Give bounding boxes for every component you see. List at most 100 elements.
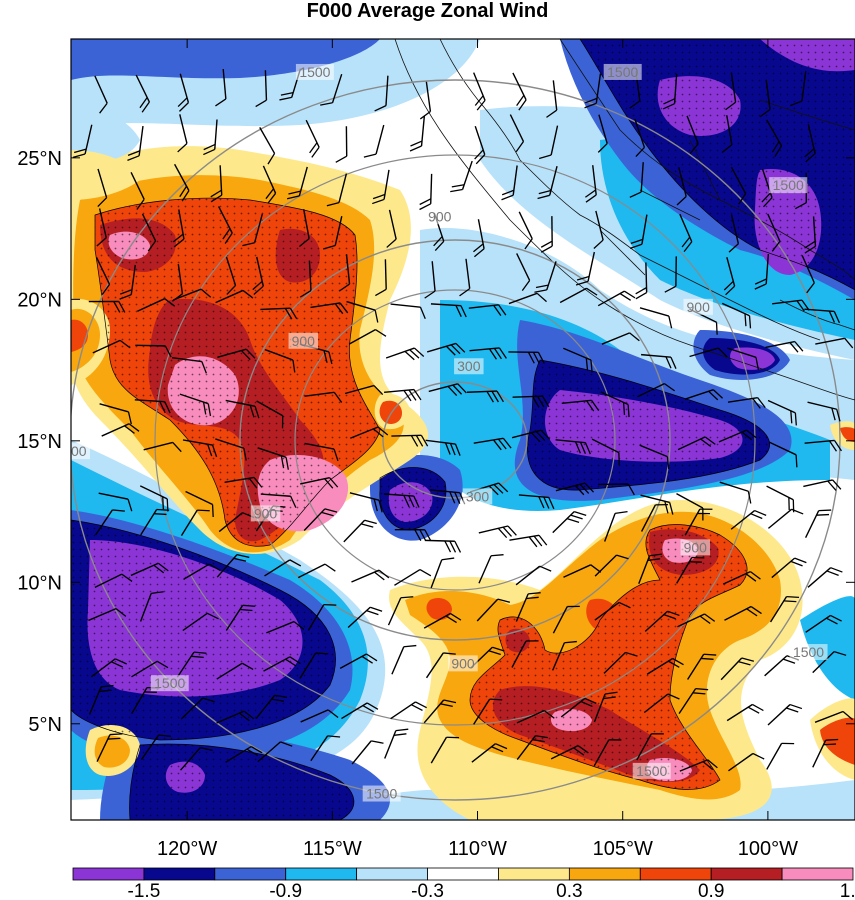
- range-ring-label: 900: [254, 505, 278, 521]
- wind-barb: [559, 287, 598, 304]
- wind-barb: [575, 251, 596, 286]
- wind-barb: [728, 752, 765, 772]
- stipple-region: [71, 520, 336, 740]
- wind-barb: [804, 308, 841, 324]
- wind-barb: [264, 559, 302, 577]
- wind-barb: [476, 598, 511, 622]
- wind-barb: [805, 614, 842, 633]
- wind-barb: [591, 438, 620, 466]
- wind-barb: [419, 173, 433, 211]
- coastline-segment: [639, 189, 701, 221]
- colorbar-label: 0.9: [698, 881, 724, 900]
- wind-barb: [593, 739, 622, 767]
- wind-barb: [450, 160, 473, 193]
- wind-barb: [344, 384, 384, 395]
- wind-barb: [754, 253, 770, 290]
- wind-barb: [96, 208, 107, 247]
- range-ring-label-bg: [789, 644, 828, 661]
- wind-barb: [537, 166, 558, 200]
- wind-barb: [134, 399, 171, 414]
- wind-barb: [803, 479, 842, 491]
- wind-barb: [597, 290, 636, 307]
- wind-barb: [478, 525, 517, 539]
- wind-barb: [347, 606, 383, 629]
- wind-barb: [286, 166, 308, 200]
- wind-barb: [598, 483, 635, 496]
- wind-barb: [638, 553, 663, 585]
- wind-barb: [255, 694, 288, 720]
- wind-barb: [135, 344, 172, 358]
- colorbar-box: [427, 867, 499, 881]
- wind-barb: [641, 353, 677, 369]
- wind-barb: [767, 508, 804, 529]
- range-ring: [382, 381, 528, 499]
- wind-barb: [203, 119, 218, 156]
- wind-barb: [512, 395, 550, 408]
- wind-barb: [560, 697, 597, 718]
- wind-barb: [473, 437, 512, 451]
- coastline-segment: [394, 39, 855, 401]
- wind-barb: [689, 347, 728, 358]
- wind-barb: [677, 436, 716, 451]
- wind-barb: [224, 476, 263, 489]
- wind-barb: [812, 651, 847, 674]
- range-ring-label: 1500: [607, 64, 638, 80]
- wind-barb: [518, 494, 555, 510]
- wind-barb: [349, 426, 389, 439]
- wind-barb: [262, 165, 277, 204]
- wind-barb: [141, 213, 157, 252]
- wind-barb: [600, 391, 630, 418]
- wind-barb: [139, 591, 164, 622]
- wind-barb: [423, 699, 457, 724]
- wind-barb: [812, 738, 839, 768]
- wind-barb: [646, 657, 684, 675]
- wind-barb: [225, 604, 256, 631]
- wind-barb: [260, 493, 297, 508]
- wind-barb: [584, 73, 602, 109]
- wind-barb: [814, 710, 854, 723]
- wind-barb: [511, 429, 551, 443]
- wind-barb: [468, 304, 507, 317]
- wind-barb: [474, 125, 486, 165]
- wind-barb: [323, 216, 343, 250]
- wind-barb: [684, 508, 713, 536]
- wind-barb: [603, 651, 638, 674]
- range-ring-label: 1500: [636, 763, 667, 779]
- coastline: [394, 39, 855, 401]
- range-ring: [154, 154, 756, 726]
- x-tick-label: 110°W: [448, 838, 507, 860]
- colorbar-box: [639, 867, 712, 881]
- wind-barb: [374, 75, 389, 112]
- wind-barb: [766, 742, 795, 770]
- wind-barb: [518, 211, 533, 250]
- wind-barb: [180, 697, 215, 720]
- wind-barb: [216, 662, 254, 680]
- wind-barb: [177, 73, 190, 112]
- wind-barb: [466, 390, 504, 403]
- wind-barb: [394, 528, 432, 542]
- wind-barb: [804, 124, 816, 163]
- wind-barb: [409, 116, 426, 152]
- wind-barb: [101, 423, 140, 437]
- coastline-segment: [639, 254, 821, 341]
- colorbar-box: [285, 867, 358, 881]
- y-tick-label: 25°N: [17, 148, 62, 170]
- wind-barb: [563, 564, 602, 578]
- wind-barb: [326, 173, 348, 207]
- wind-barb: [140, 734, 172, 760]
- wind-barb: [375, 259, 387, 297]
- wind-barb: [424, 261, 436, 299]
- wind-barb: [180, 509, 210, 536]
- wind-barb: [459, 258, 471, 297]
- range-ring-label: 900: [428, 208, 452, 224]
- colorbar-box: [214, 867, 287, 881]
- wind-barb: [218, 206, 233, 244]
- wind-barb: [677, 613, 716, 628]
- wind-barb: [767, 213, 781, 252]
- wind-barb: [424, 539, 462, 553]
- wind-barb: [807, 401, 841, 422]
- wind-barb: [307, 604, 337, 631]
- wind-barb: [252, 256, 264, 295]
- wind-barb: [426, 342, 466, 356]
- range-ring-labels: 300 300 900 900 900 900 900 900 1500 1500 1500 1500…: [71, 63, 828, 802]
